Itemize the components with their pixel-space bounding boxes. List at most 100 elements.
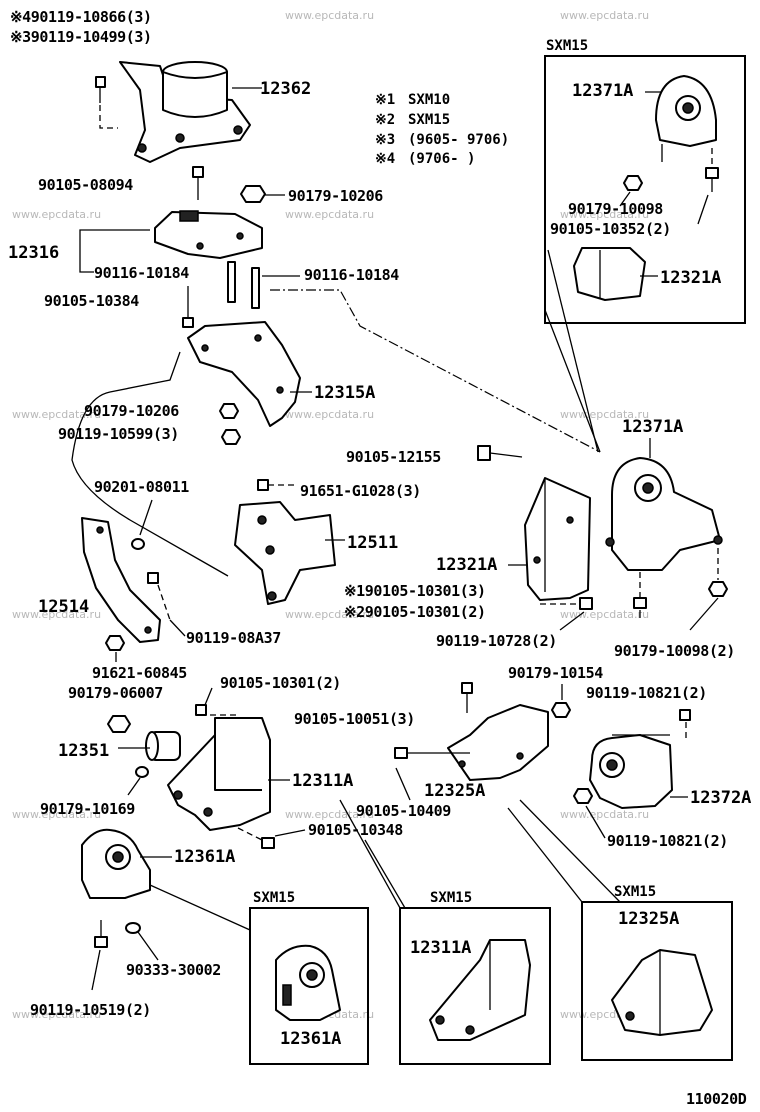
nut-90179-10206-top [240, 185, 266, 203]
bolt-90119-10519 [94, 920, 108, 948]
leader-line [169, 619, 186, 637]
washer-90201-08011 [131, 538, 145, 550]
watermark-text: www.epcdata.ru [285, 9, 374, 22]
label-90179-10154: 90179-10154 [508, 664, 603, 682]
bolt-90105-10409 [394, 747, 470, 759]
watermark-text: www.epcdata.ru [560, 208, 649, 221]
label-90119-10728: 90119-10728(2) [436, 632, 557, 650]
inset-b2-label-12311A: 12311A [410, 938, 471, 958]
bolt-90105-10301 [540, 597, 593, 610]
label-90105-08094: 90105-08094 [38, 176, 133, 194]
leader-line [127, 777, 141, 796]
stud-90116-10184 [227, 261, 260, 309]
inset-b1-label-12361A: 12361A [280, 1029, 341, 1049]
leader-line [364, 839, 406, 909]
diagram-id: 110020D [686, 1090, 747, 1108]
label-90179-10206-b: 90179-10206 [84, 402, 179, 420]
inset-tr-label-90179-10098: 90179-10098 [568, 200, 663, 218]
label-90105-10409: 90105-10409 [356, 802, 451, 820]
leader-line [139, 499, 153, 536]
inset-b3-label-12325A: 12325A [618, 909, 679, 929]
label-90119-08A37: 90119-08A37 [186, 629, 281, 647]
nut-91621-60845 [105, 635, 125, 651]
label-90105-10301-n2: ※290105-10301(2) [344, 603, 486, 621]
note-2-text: SXM15 [408, 112, 450, 128]
washer-90179-10169 [135, 766, 149, 778]
part-12325A-bracket [447, 704, 549, 781]
leader-line [544, 309, 601, 453]
leader-line [71, 351, 229, 577]
part-12321A-bracket [524, 477, 591, 601]
part-12311A-bracket [167, 717, 271, 831]
inset-nut-90179-10098 [623, 175, 643, 191]
nut-90179-10154 [551, 702, 571, 718]
inset-bolt-90105-10352 [705, 148, 719, 192]
label-90179-10098: 90179-10098(2) [614, 642, 735, 660]
label-12372A: 12372A [690, 788, 751, 808]
label-90105-10348: 90105-10348 [308, 821, 403, 839]
leader-line [137, 931, 159, 961]
leader-line [697, 194, 709, 225]
part-12372A-mount [589, 734, 673, 809]
watermark-text: www.epcdata.ru [12, 608, 101, 621]
label-90105-12155: 90105-12155 [346, 448, 441, 466]
bolt-90105-10348 [237, 827, 275, 849]
inset-b2-title: SXM15 [430, 890, 472, 906]
label-12514: 12514 [38, 597, 89, 617]
part-12361A-mount [81, 828, 151, 899]
label-12311A: 12311A [292, 771, 353, 791]
note-4: ※4 [375, 151, 395, 167]
label-90116-10184-a: 90116-10184 [94, 264, 189, 282]
label-90105-10301-a: 90105-10301(2) [220, 674, 341, 692]
plug-90333-30002 [125, 922, 141, 934]
label-12511: 12511 [347, 533, 398, 553]
label-91621-60845: 91621-60845 [92, 664, 187, 682]
watermark-text: www.epcdata.ru [12, 1008, 101, 1021]
label-12351: 12351 [58, 741, 109, 761]
label-90105-10384: 90105-10384 [44, 292, 139, 310]
bolt-91651-G1028 [257, 479, 295, 491]
nut-90179-06007 [107, 715, 131, 733]
label-90179-06007: 90179-06007 [68, 684, 163, 702]
bolt-90119-08A37 [147, 572, 171, 621]
bolt-90105-10384 [182, 286, 194, 328]
label-12316: 12316 [8, 243, 59, 263]
label-90179-10169: 90179-10169 [40, 800, 135, 818]
part-12351-bushing [145, 731, 181, 761]
inset-tr-box [544, 55, 746, 324]
leader-line [270, 289, 601, 453]
bolt-90105-08094 [192, 166, 204, 200]
label-90119-10599: 90119-10599(3) [58, 425, 179, 443]
leader-line [395, 767, 411, 801]
label-90119-10821-a: 90119-10821(2) [586, 684, 707, 702]
nut-90179-10098-right [708, 548, 728, 597]
leader-line [559, 611, 585, 631]
part-12362-engine-mount [119, 61, 251, 163]
inset-part-12311A [429, 939, 531, 1041]
label-90119-10519: 90119-10519(2) [30, 1001, 151, 1019]
watermark-text: www.epcdata.ru [560, 9, 649, 22]
watermark-text: www.epcdata.ru [285, 208, 374, 221]
leader-line [149, 884, 251, 931]
label-12315A: 12315A [314, 383, 375, 403]
bolt-90105-12155 [477, 445, 523, 461]
nut-90119-10599 [221, 429, 241, 445]
bolt-90179-10098-left [633, 572, 647, 609]
part-12514-bracket [81, 517, 161, 643]
leader-line [507, 807, 583, 903]
bolt-90105-10051 [461, 682, 473, 713]
watermark-text: www.epcdata.ru [12, 808, 101, 821]
leader-line [547, 249, 599, 453]
watermark-text: www.epcdata.ru [12, 208, 101, 221]
label-12321A: 12321A [436, 555, 497, 575]
inset-tr-label-12371A: 12371A [572, 81, 633, 101]
watermark-text: www.epcdata.ru [285, 608, 374, 621]
leader-line [339, 799, 401, 909]
watermark-text: www.epcdata.ru [560, 608, 649, 621]
label-91651-G1028: 91651-G1028(3) [300, 482, 421, 500]
inset-part-12325A [611, 949, 713, 1036]
label-90105-10301-n1: ※190105-10301(3) [344, 582, 486, 600]
bolt-90105-10301 [195, 687, 240, 716]
label-90119-10821-b: 90119-10821(2) [607, 832, 728, 850]
